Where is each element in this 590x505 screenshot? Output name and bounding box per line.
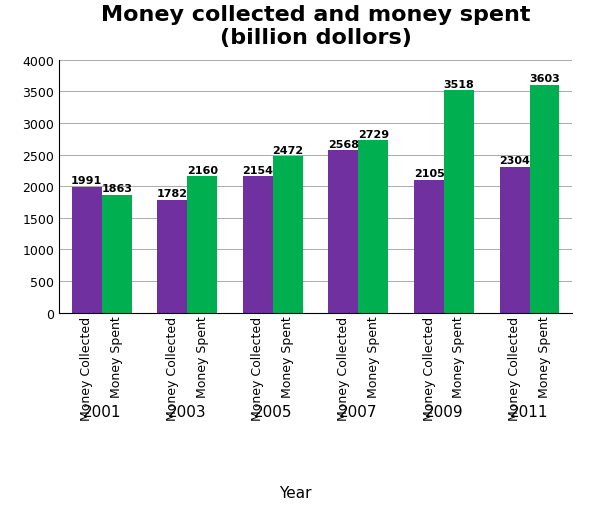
Text: 2472: 2472 (272, 145, 303, 156)
Bar (243, 177, 273, 313)
Bar (529, 86, 559, 313)
Text: 2160: 2160 (187, 165, 218, 175)
Text: 2007: 2007 (339, 404, 378, 419)
Text: 2105: 2105 (414, 169, 444, 179)
Text: Year: Year (278, 485, 312, 500)
Bar (72, 187, 101, 313)
Text: 2304: 2304 (499, 156, 530, 166)
Title: Money collected and money spent
(billion dollors): Money collected and money spent (billion… (101, 5, 530, 48)
Text: 1782: 1782 (157, 189, 188, 199)
Text: 2001: 2001 (83, 404, 121, 419)
Bar (187, 177, 217, 313)
Text: 2003: 2003 (168, 404, 206, 419)
Bar (444, 91, 474, 313)
Text: 3518: 3518 (444, 79, 474, 89)
Text: 1991: 1991 (71, 176, 103, 186)
Bar (158, 200, 187, 313)
Bar (414, 180, 444, 313)
Text: 3603: 3603 (529, 74, 560, 84)
Text: 2568: 2568 (328, 139, 359, 149)
Bar (101, 195, 132, 313)
Bar (329, 151, 358, 313)
Text: 2011: 2011 (510, 404, 549, 419)
Text: 1863: 1863 (101, 184, 132, 194)
Text: 2005: 2005 (254, 404, 292, 419)
Bar (500, 168, 529, 313)
Bar (273, 157, 303, 313)
Text: 2009: 2009 (425, 404, 463, 419)
Text: 2729: 2729 (358, 129, 389, 139)
Bar (358, 141, 388, 313)
Text: 2154: 2154 (242, 166, 273, 176)
